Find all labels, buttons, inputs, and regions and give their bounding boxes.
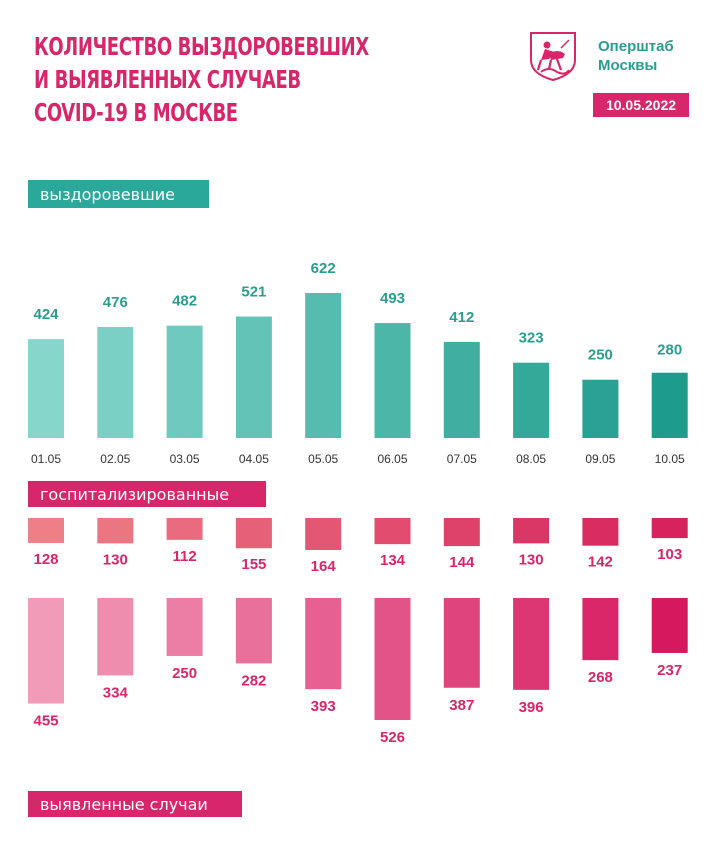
date-tick-label: 02.05: [100, 452, 130, 466]
recovered-series-label: выздоровевшие: [28, 180, 209, 208]
hospitalized-value-label: 128: [33, 551, 58, 568]
recovered-bar: [374, 323, 411, 438]
hospitalized-value-label: 142: [588, 554, 613, 571]
detected-bar: [582, 598, 619, 661]
recovered-bar: [651, 372, 688, 438]
hospitalized-bar: [513, 518, 550, 544]
recovered-bar: [28, 339, 64, 438]
hospitalized-value-label: 103: [657, 546, 682, 563]
detected-bar: [651, 598, 688, 653]
detected-value-label: 334: [103, 684, 129, 701]
hospitalized-value-label: 155: [241, 556, 266, 573]
detected-bar: [443, 598, 480, 688]
date-tick-label: 07.05: [447, 452, 477, 466]
detected-value-label: 387: [449, 697, 474, 714]
recovered-bar: [513, 362, 550, 438]
chart-title: КОЛИЧЕСТВО ВЫЗДОРОВЕВШИХ И ВЫЯВЛЕННЫХ СЛ…: [34, 30, 369, 129]
date-tick-label: 06.05: [377, 452, 407, 466]
detected-bar: [235, 598, 272, 664]
date-tick-label: 10.05: [655, 452, 685, 466]
detected-value-label: 393: [311, 698, 336, 715]
detected-bar: [513, 598, 550, 690]
moscow-coat-of-arms-icon: [527, 30, 579, 82]
recovered-bar: [443, 341, 480, 438]
detected-value-label: 237: [657, 662, 682, 679]
hospitalized-bar: [97, 518, 134, 544]
hospitalized-series-label: госпитализированные: [28, 481, 266, 507]
detected-value-label: 250: [172, 665, 197, 682]
hospitalized-bar: [651, 518, 688, 539]
detected-value-label: 396: [519, 699, 544, 716]
hospitalized-value-label: 164: [311, 558, 337, 575]
detected-bar: [97, 598, 134, 676]
detected-value-label: 282: [241, 672, 266, 689]
recovered-value-label: 521: [241, 284, 266, 301]
brand-name: Оперштаб Москвы: [598, 37, 674, 75]
date-tick-label: 08.05: [516, 452, 546, 466]
detected-bar: [374, 598, 411, 720]
recovered-bar: [235, 316, 272, 438]
detected-value-label: 268: [588, 669, 613, 686]
date-tick-label: 03.05: [170, 452, 200, 466]
recovered-value-label: 280: [657, 342, 682, 359]
date-tick-label: 09.05: [585, 452, 615, 466]
hospitalized-bar: [166, 518, 203, 540]
title-line-2: И ВЫЯВЛЕННЫХ СЛУЧАЕВ: [34, 65, 301, 94]
date-tick-label: 05.05: [308, 452, 338, 466]
title-line-1: КОЛИЧЕСТВО ВЫЗДОРОВЕВШИХ: [34, 32, 369, 61]
recovered-value-label: 622: [311, 260, 336, 277]
detected-series-label: выявленные случаи: [28, 791, 242, 817]
title-line-3: COVID-19 В МОСКВЕ: [34, 98, 238, 127]
recovered-value-label: 250: [588, 347, 613, 364]
recovered-value-label: 424: [33, 306, 59, 323]
recovered-bar: [582, 379, 619, 438]
hospitalized-bar: [443, 518, 480, 547]
hospitalized-bar: [235, 518, 272, 549]
hospitalized-bar: [374, 518, 411, 545]
recovered-value-label: 476: [103, 294, 128, 311]
hospitalized-value-label: 112: [172, 548, 196, 565]
brand-line-1: Оперштаб: [598, 38, 674, 55]
detected-value-label: 455: [33, 713, 58, 730]
brand-line-2: Москвы: [598, 57, 658, 74]
detected-bar: [166, 598, 203, 656]
hospitalized-value-label: 144: [449, 554, 475, 571]
detected-bar: [28, 598, 64, 704]
recovered-value-label: 493: [380, 290, 405, 307]
hospitalized-value-label: 134: [380, 552, 406, 569]
hospitalized-bar: [305, 518, 342, 550]
recovered-value-label: 482: [172, 293, 197, 310]
date-badge: 10.05.2022: [593, 93, 689, 117]
hospitalized-value-label: 130: [103, 551, 128, 568]
date-tick-label: 04.05: [239, 452, 269, 466]
recovered-value-label: 323: [519, 330, 544, 347]
hospitalized-bar: [582, 518, 619, 546]
recovered-value-label: 412: [449, 309, 474, 326]
hospitalized-bar: [28, 518, 64, 543]
date-tick-label: 01.05: [31, 452, 61, 466]
hospitalized-value-label: 130: [519, 551, 544, 568]
recovered-bar: [97, 327, 134, 438]
recovered-bar: [166, 325, 203, 438]
detected-bar: [305, 598, 342, 690]
recovered-bar: [305, 293, 342, 438]
detected-value-label: 526: [380, 729, 405, 746]
